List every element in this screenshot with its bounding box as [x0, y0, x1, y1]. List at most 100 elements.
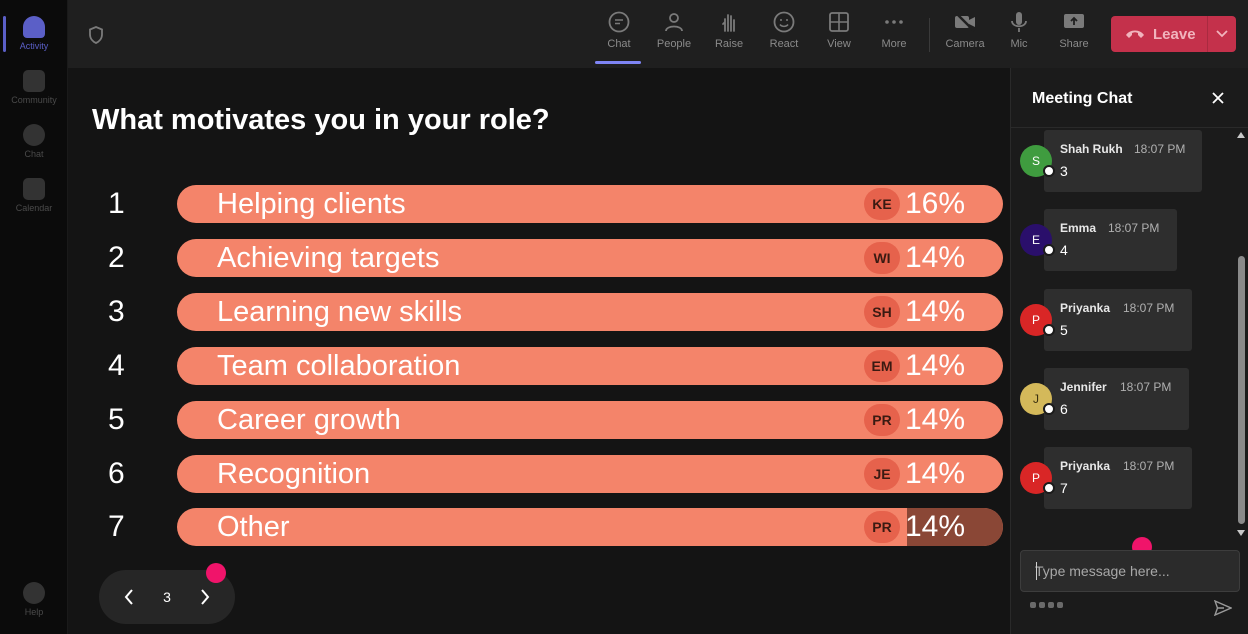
leave-label: Leave: [1153, 25, 1196, 43]
message-author: Priyanka: [1060, 459, 1111, 473]
send-icon[interactable]: [1214, 600, 1232, 616]
option-label: Recognition: [217, 458, 371, 490]
option-rank: 3: [108, 295, 125, 328]
scroll-down-arrow-icon[interactable]: [1237, 530, 1245, 536]
leave-dropdown[interactable]: [1208, 30, 1236, 38]
chevron-left-icon[interactable]: [123, 588, 135, 606]
chevron-right-icon[interactable]: [199, 588, 211, 606]
shield-icon[interactable]: [88, 26, 104, 44]
leave-main[interactable]: Leave: [1111, 16, 1207, 52]
toolbar-chat-button[interactable]: Chat: [593, 10, 645, 64]
message-text: 5: [1060, 322, 1068, 338]
rail-item-help[interactable]: Help: [0, 574, 68, 624]
voter-avatar: WI: [864, 242, 900, 274]
option-percent: 14%: [905, 349, 966, 382]
voter-avatar: SH: [864, 296, 900, 328]
poll-option: 3 Learning new skills SH 14%: [68, 293, 1010, 331]
people-icon: [662, 10, 686, 34]
poll-stage: What motivates you in your role? 1 Helpi…: [68, 68, 1010, 634]
rail-item-label: Activity: [19, 40, 49, 51]
poll-option: 6 Recognition JE 14%: [68, 455, 1010, 493]
poll-option: 2 Achieving targets WI 14%: [68, 239, 1010, 277]
attach-icon[interactable]: [1039, 602, 1045, 608]
message-text: 3: [1060, 163, 1068, 179]
message-bubble: Shah Rukh 18:07 PM 3: [1044, 130, 1202, 192]
toolbar-people-button[interactable]: People: [648, 10, 700, 60]
message-author: Shah Rukh: [1060, 142, 1123, 156]
toolbar-button-label: View: [827, 38, 851, 50]
chat-icon: [23, 123, 45, 146]
message-bubble: Jennifer 18:07 PM 6: [1044, 368, 1189, 430]
option-bar-dark-segment: [907, 508, 1003, 546]
chat-scrollbar[interactable]: [1235, 130, 1247, 544]
chevron-down-icon: [1216, 30, 1228, 38]
voter-avatar: KE: [864, 188, 900, 220]
voter-avatar: JE: [864, 458, 900, 490]
presence-status-icon: [1043, 403, 1055, 415]
message-author: Jennifer: [1060, 380, 1107, 394]
toolbar-button-label: People: [656, 38, 692, 50]
chat-message-input[interactable]: [1020, 550, 1240, 592]
option-percent: 14%: [905, 295, 966, 328]
message-author: Emma: [1060, 221, 1097, 235]
scroll-up-arrow-icon[interactable]: [1237, 132, 1245, 138]
rail-item-activity[interactable]: Activity: [0, 8, 68, 58]
scroll-thumb[interactable]: [1238, 256, 1245, 524]
voter-avatar: EM: [864, 350, 900, 382]
message-time: 18:07 PM: [1120, 380, 1172, 394]
poll-option: 4 Team collaboration EM 14%: [68, 347, 1010, 385]
option-rank: 1: [108, 187, 125, 220]
chat-title: Meeting Chat: [1032, 90, 1133, 107]
voter-avatar: PR: [864, 404, 900, 436]
rail-item-chat[interactable]: Chat: [0, 116, 68, 166]
toolbar-button-label: Share: [1059, 38, 1089, 50]
toolbar-button-label: React: [769, 38, 799, 50]
toolbar-share-button[interactable]: Share: [1048, 10, 1100, 60]
rail-item-community[interactable]: Community: [0, 62, 68, 112]
raise-hand-icon: [717, 10, 741, 34]
rail-item-calendar[interactable]: Calendar: [0, 170, 68, 220]
option-bar: Helping clients KE 16%: [177, 185, 1003, 223]
format-icon[interactable]: [1030, 602, 1036, 608]
voter-avatar: PR: [864, 511, 900, 543]
presence-status-icon: [1043, 324, 1055, 336]
close-icon[interactable]: [1210, 90, 1226, 106]
leave-button[interactable]: Leave: [1111, 16, 1236, 52]
community-icon: [23, 69, 45, 92]
help-icon: [23, 581, 45, 604]
leave-divider: [1207, 16, 1208, 52]
calendar-icon: [23, 177, 45, 200]
react-smile-icon: [772, 10, 796, 34]
option-label: Career growth: [217, 404, 401, 436]
message-text: 6: [1060, 401, 1068, 417]
chat-icon: [607, 10, 631, 34]
toolbar-camera-button[interactable]: Camera: [939, 10, 991, 60]
phone-hangup-icon: [1126, 30, 1144, 38]
share-screen-icon: [1062, 10, 1086, 34]
message-time: 18:07 PM: [1123, 301, 1175, 315]
poll-option: 1 Helping clients KE 16%: [68, 185, 1010, 223]
poll-option: 7 Other PR 14%: [68, 508, 1010, 546]
presence-status-icon: [1043, 244, 1055, 256]
chat-format-tools: [1030, 602, 1063, 608]
option-bar: Recognition JE 14%: [177, 455, 1003, 493]
toolbar-react-button[interactable]: React: [758, 10, 810, 60]
message-bubble: Emma 18:07 PM 4: [1044, 209, 1177, 271]
option-rank: 6: [108, 457, 125, 490]
message-bubble: Priyanka 18:07 PM 7: [1044, 447, 1192, 509]
message-bubble: Priyanka 18:07 PM 5: [1044, 289, 1192, 351]
toolbar-raise-button[interactable]: Raise: [703, 10, 755, 60]
toolbar-mic-button[interactable]: Mic: [993, 10, 1045, 60]
option-label: Achieving targets: [217, 242, 440, 274]
option-bar: Career growth PR 14%: [177, 401, 1003, 439]
gif-icon[interactable]: [1057, 602, 1063, 608]
meeting-chat-panel: Meeting Chat Shah Rukh 18:07 PM 3 S Emma…: [1010, 68, 1248, 634]
message-time: 18:07 PM: [1134, 142, 1186, 156]
toolbar-more-button[interactable]: More: [868, 10, 920, 60]
message-time: 18:07 PM: [1123, 459, 1175, 473]
message-text: 7: [1060, 480, 1068, 496]
option-percent: 14%: [905, 403, 966, 436]
emoji-icon[interactable]: [1048, 602, 1054, 608]
toolbar-view-button[interactable]: View: [813, 10, 865, 60]
avatar: P: [1020, 304, 1052, 336]
